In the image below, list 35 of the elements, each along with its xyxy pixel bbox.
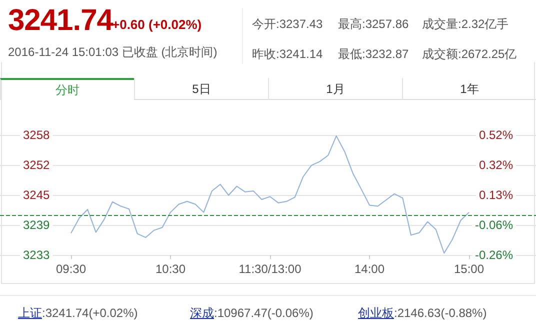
text: 分时 — [0, 78, 134, 100]
y-tick-label: 3245 — [23, 188, 50, 202]
x-tick-label: 09:30 — [56, 262, 86, 276]
x-tick-label: 10:30 — [155, 262, 186, 276]
y2-tick-label: -0.06% — [474, 218, 514, 232]
y-tick-label: 3252 — [23, 158, 50, 172]
x-tick-label: 15:00 — [454, 262, 484, 276]
chart-title: 3241.74 — [8, 4, 113, 38]
y-tick-label: 3239 — [23, 218, 50, 232]
text: 最高:3257.86 — [338, 16, 409, 33]
x-tick-label: 11:30/13:00 — [238, 262, 302, 276]
text: 深成 — [190, 306, 214, 320]
text: :2146.63(-0.88%) — [394, 306, 487, 320]
text: 成交额:2672.25亿 — [422, 46, 517, 63]
y2-tick-label: 0.32% — [478, 158, 514, 172]
text: 1月 — [268, 78, 402, 100]
y2-tick-label: 0.13% — [478, 188, 514, 202]
text: 1年 — [402, 78, 536, 100]
text: 创业板 — [358, 306, 394, 320]
y-tick-label: 3233 — [23, 248, 50, 262]
y2-tick-label: 0.52% — [478, 128, 514, 142]
text: 昨收:3241.14 — [252, 46, 323, 63]
text: 最低:3232.87 — [338, 46, 409, 63]
text: 今开:3237.43 — [252, 16, 323, 33]
x-tick-label: 14:00 — [354, 262, 385, 276]
text: :10967.47(-0.06%) — [214, 306, 314, 320]
text: +0.60 (+0.02%) — [112, 17, 202, 32]
text: 成交量:2.32亿手 — [422, 16, 509, 33]
text: 2016-11-24 15:01:03 已收盘 (北京时间) — [8, 44, 218, 61]
text: 上证 — [18, 306, 42, 320]
y-tick-label: 3258 — [23, 128, 50, 142]
y2-tick-label: -0.26% — [474, 248, 514, 262]
text: :3241.74(+0.02%) — [42, 306, 138, 320]
line-series — [70, 135, 470, 254]
text: 5日 — [134, 78, 268, 100]
